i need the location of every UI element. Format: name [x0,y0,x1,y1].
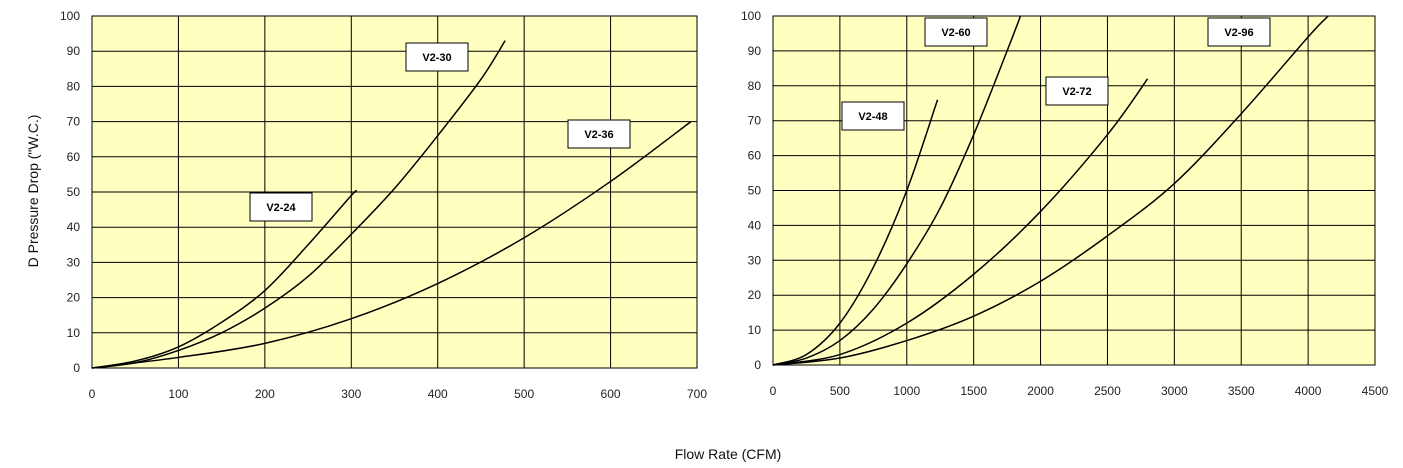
x-tick-label: 1000 [893,384,920,398]
series-label-box [1045,76,1109,106]
x-tick-label: 500 [514,387,534,401]
x-tick-label: 600 [601,387,621,401]
y-tick-label: 30 [748,253,762,267]
x-tick-label: 100 [168,387,188,401]
series-label-box [249,192,313,222]
series-line-v2-36 [91,120,692,369]
y-tick-label: 60 [67,150,81,164]
x-tick-label: 2000 [1027,384,1054,398]
y-tick-label: 30 [67,255,81,269]
chart-left: 0 100 200 300 400 500 600 700 0 10 20 30 40 50 60 70 80 9… [60,9,707,401]
series-label-v2-24: V2-24 [266,202,296,214]
series-label-box [1207,17,1271,47]
series-line-v2-48 [772,99,939,366]
series-label-box [924,17,988,47]
x-tick-label: 1500 [960,384,987,398]
x-tick-label: 4500 [1362,384,1389,398]
y-tick-label: 50 [748,184,762,198]
series-label-v2-60: V2-60 [941,27,970,39]
series-line-v2-96 [772,15,1329,366]
y-tick-label: 20 [67,291,81,305]
series-label-v2-72: V2-72 [1062,86,1091,98]
series-line-v2-24 [91,189,357,369]
plot-border [772,15,1376,366]
y-tick-label: 100 [741,9,761,23]
y-tick-label: 0 [73,361,80,375]
y-tick-label: 90 [67,44,81,58]
series-label-box [841,101,905,131]
y-tick-label: 80 [67,79,81,93]
y-tick-label: 10 [67,326,81,340]
series-label-v2-36: V2-36 [584,129,613,141]
series-label-v2-48: V2-48 [858,111,887,123]
x-tick-label: 0 [89,387,96,401]
x-tick-label: 4000 [1295,384,1322,398]
x-tick-label: 3000 [1161,384,1188,398]
y-tick-label: 40 [67,220,81,234]
y-tick-label: 70 [67,115,81,129]
series-label-box [567,119,631,149]
chart-right: 0 500 1000 1500 2000 2500 3000 3500 4000 4500 0 10 2… [741,9,1389,398]
plot-border [91,15,698,369]
y-tick-label: 0 [754,358,761,372]
y-tick-label: 50 [67,185,81,199]
y-tick-label: 90 [748,44,762,58]
y-tick-label: 10 [748,323,762,337]
x-tick-label: 2500 [1094,384,1121,398]
x-tick-label: 300 [341,387,361,401]
y-tick-label: 60 [748,149,762,163]
x-tick-label: 500 [830,384,850,398]
series-label-v2-30: V2-30 [422,52,451,64]
x-tick-label: 700 [687,387,707,401]
series-line-v2-30 [91,40,506,369]
series-line-v2-72 [772,78,1149,366]
series-label-box [405,42,469,72]
y-tick-label: 40 [748,218,762,232]
x-tick-label: 200 [255,387,275,401]
x-tick-label: 0 [770,384,777,398]
x-axis-title: Flow Rate (CFM) [675,446,782,462]
series-label-v2-96: V2-96 [1224,27,1253,39]
y-tick-label: 20 [748,288,762,302]
y-tick-label: 70 [748,114,762,128]
x-tick-label: 3500 [1228,384,1255,398]
x-tick-label: 400 [428,387,448,401]
y-axis-title: D Pressure Drop ("W.C.) [25,115,41,268]
series-line-v2-60 [772,15,1022,366]
y-tick-label: 100 [60,9,80,23]
y-tick-label: 80 [748,79,762,93]
